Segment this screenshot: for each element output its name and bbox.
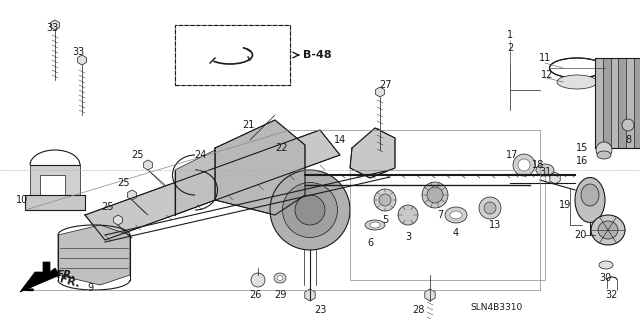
Text: 33: 33 [72,47,84,57]
Ellipse shape [282,182,337,238]
Text: 1: 1 [507,30,513,40]
Text: B-48: B-48 [303,50,332,60]
Polygon shape [114,215,122,225]
Ellipse shape [398,205,418,225]
Ellipse shape [370,222,380,228]
Text: 33: 33 [46,23,58,33]
Ellipse shape [251,273,265,287]
Ellipse shape [277,276,283,280]
Polygon shape [85,130,340,240]
Ellipse shape [379,194,391,206]
Ellipse shape [591,215,625,245]
Text: 6: 6 [367,238,373,248]
Text: 25: 25 [102,202,115,212]
Polygon shape [305,289,315,301]
Polygon shape [175,150,215,215]
Text: 17: 17 [506,150,518,160]
Ellipse shape [518,159,530,171]
Text: SLN4B3310: SLN4B3310 [470,303,522,313]
Polygon shape [30,165,80,195]
Polygon shape [127,190,136,200]
Text: 24: 24 [194,150,206,160]
Ellipse shape [445,207,467,223]
Ellipse shape [599,261,613,269]
Text: 5: 5 [382,215,388,225]
Bar [626,58,634,148]
Ellipse shape [450,211,462,219]
Text: 20: 20 [574,230,586,240]
Polygon shape [77,55,86,65]
Text: 21: 21 [242,120,254,130]
Text: 25: 25 [132,150,144,160]
Polygon shape [20,262,60,292]
Text: 11: 11 [539,53,551,63]
Ellipse shape [274,273,286,283]
Polygon shape [25,195,85,210]
Text: 10: 10 [16,195,28,205]
Bar [175,25,290,85]
Text: 3: 3 [405,232,411,242]
Ellipse shape [598,221,618,239]
Text: 28: 28 [412,305,424,315]
Ellipse shape [365,220,385,230]
Ellipse shape [536,164,554,176]
Polygon shape [215,120,305,215]
Text: 30: 30 [599,273,611,283]
Bar [595,58,640,148]
Ellipse shape [622,119,634,131]
Text: 9: 9 [87,283,93,293]
Text: 32: 32 [606,290,618,300]
Ellipse shape [374,189,396,211]
Ellipse shape [270,170,350,250]
Text: 14: 14 [334,135,346,145]
Polygon shape [58,225,130,285]
Ellipse shape [575,177,605,222]
Bar [618,58,626,148]
Text: 23: 23 [314,305,326,315]
Ellipse shape [596,142,612,158]
Text: 2: 2 [507,43,513,53]
Ellipse shape [513,154,535,176]
Text: 31: 31 [539,167,551,177]
Text: 8: 8 [625,135,631,145]
Text: 7: 7 [437,210,443,220]
Ellipse shape [295,195,325,225]
Text: 19: 19 [559,200,571,210]
Ellipse shape [597,151,611,159]
Text: 25: 25 [116,178,129,188]
Ellipse shape [581,184,599,206]
Text: FR.: FR. [58,275,81,289]
Polygon shape [350,128,395,178]
Polygon shape [143,160,152,170]
Polygon shape [376,87,385,97]
Text: 13: 13 [489,220,501,230]
Text: FR.: FR. [57,270,76,280]
Polygon shape [51,20,60,30]
Ellipse shape [557,75,597,89]
Ellipse shape [479,197,501,219]
Ellipse shape [422,182,448,208]
Bar [611,58,618,148]
Ellipse shape [484,202,496,214]
Text: 4: 4 [453,228,459,238]
Bar [634,58,640,148]
Bar [603,58,611,148]
Bar [595,58,603,148]
Text: 27: 27 [379,80,391,90]
Text: 22: 22 [276,143,288,153]
Text: 15: 15 [576,143,588,153]
Polygon shape [550,172,560,184]
Text: 26: 26 [249,290,261,300]
Text: 16: 16 [576,156,588,166]
Text: 12: 12 [541,70,553,80]
Text: 29: 29 [274,290,286,300]
Bar [175,25,290,85]
Polygon shape [425,289,435,301]
Text: 18: 18 [532,160,544,170]
Ellipse shape [427,187,443,203]
Bar [350,170,545,280]
